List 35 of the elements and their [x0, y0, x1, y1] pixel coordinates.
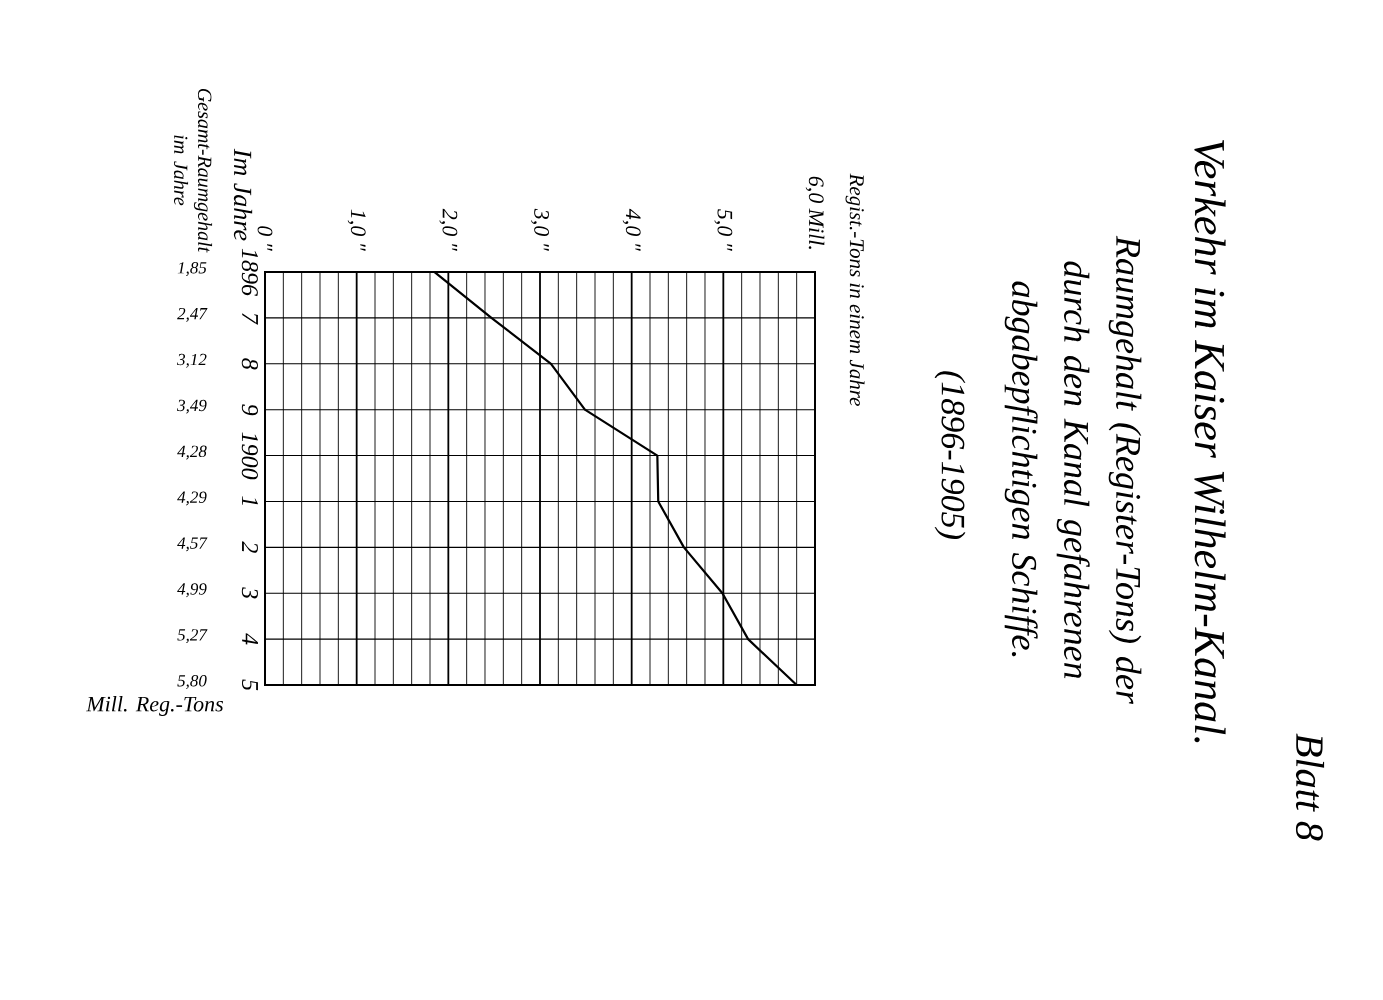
x-tick-label: 4,0 ″	[622, 208, 641, 252]
text: Raumgehalt (Register-Tons) der durch den Kanal gefahrenen abgabepflichtigen Schiffe.	[1004, 235, 1142, 705]
data-label: 3,49	[177, 399, 207, 414]
data-label: 5,80	[177, 675, 207, 689]
text: Verkehr im Kaiser Wilhelm-Kanal.	[1194, 139, 1226, 743]
data-label: 4,29	[177, 491, 207, 506]
x-tick-label: 5,0 ″	[714, 209, 733, 252]
y-tick-label: 4	[242, 633, 258, 645]
data-label: 5,27	[177, 629, 208, 644]
y-tick-label: 1	[242, 496, 258, 505]
x-tick-label: 0 ″	[257, 226, 273, 252]
text: Gesamt-Raumgehalt im Jahre	[173, 88, 213, 253]
data-label: 4,28	[177, 445, 207, 460]
text: (1896-1905)	[934, 371, 966, 539]
x-tick-label: 1,0 ″	[347, 209, 366, 252]
y-tick-label: 7	[242, 313, 258, 325]
text: Mill. Reg.-Tons	[86, 696, 224, 716]
y-tick-label: 9	[241, 404, 258, 416]
y-tick-label: 3	[241, 587, 258, 599]
y-tick-label: 1900	[241, 432, 258, 480]
text: Regist.-Tons in einem Jahre	[845, 173, 865, 407]
y-tick-label: 5	[242, 679, 258, 691]
y-axis-title: Im Jahre	[233, 148, 253, 241]
text: Blatt 8	[1295, 733, 1325, 841]
y-tick-label: 1896	[241, 248, 258, 296]
data-label: 3,12	[177, 353, 207, 368]
x-tick-label: 3,0 ″	[530, 208, 549, 252]
x-tick-label: 6,0 Mill.	[805, 176, 825, 249]
data-label: 4,99	[177, 583, 207, 598]
y-tick-label: 2	[242, 541, 258, 553]
data-label: 4,57	[177, 537, 208, 552]
data-label: 2,47	[177, 307, 208, 322]
x-tick-label: 2,0 ″	[439, 208, 458, 252]
data-label: 1,85	[177, 262, 207, 276]
y-tick-label: 8	[241, 358, 258, 370]
